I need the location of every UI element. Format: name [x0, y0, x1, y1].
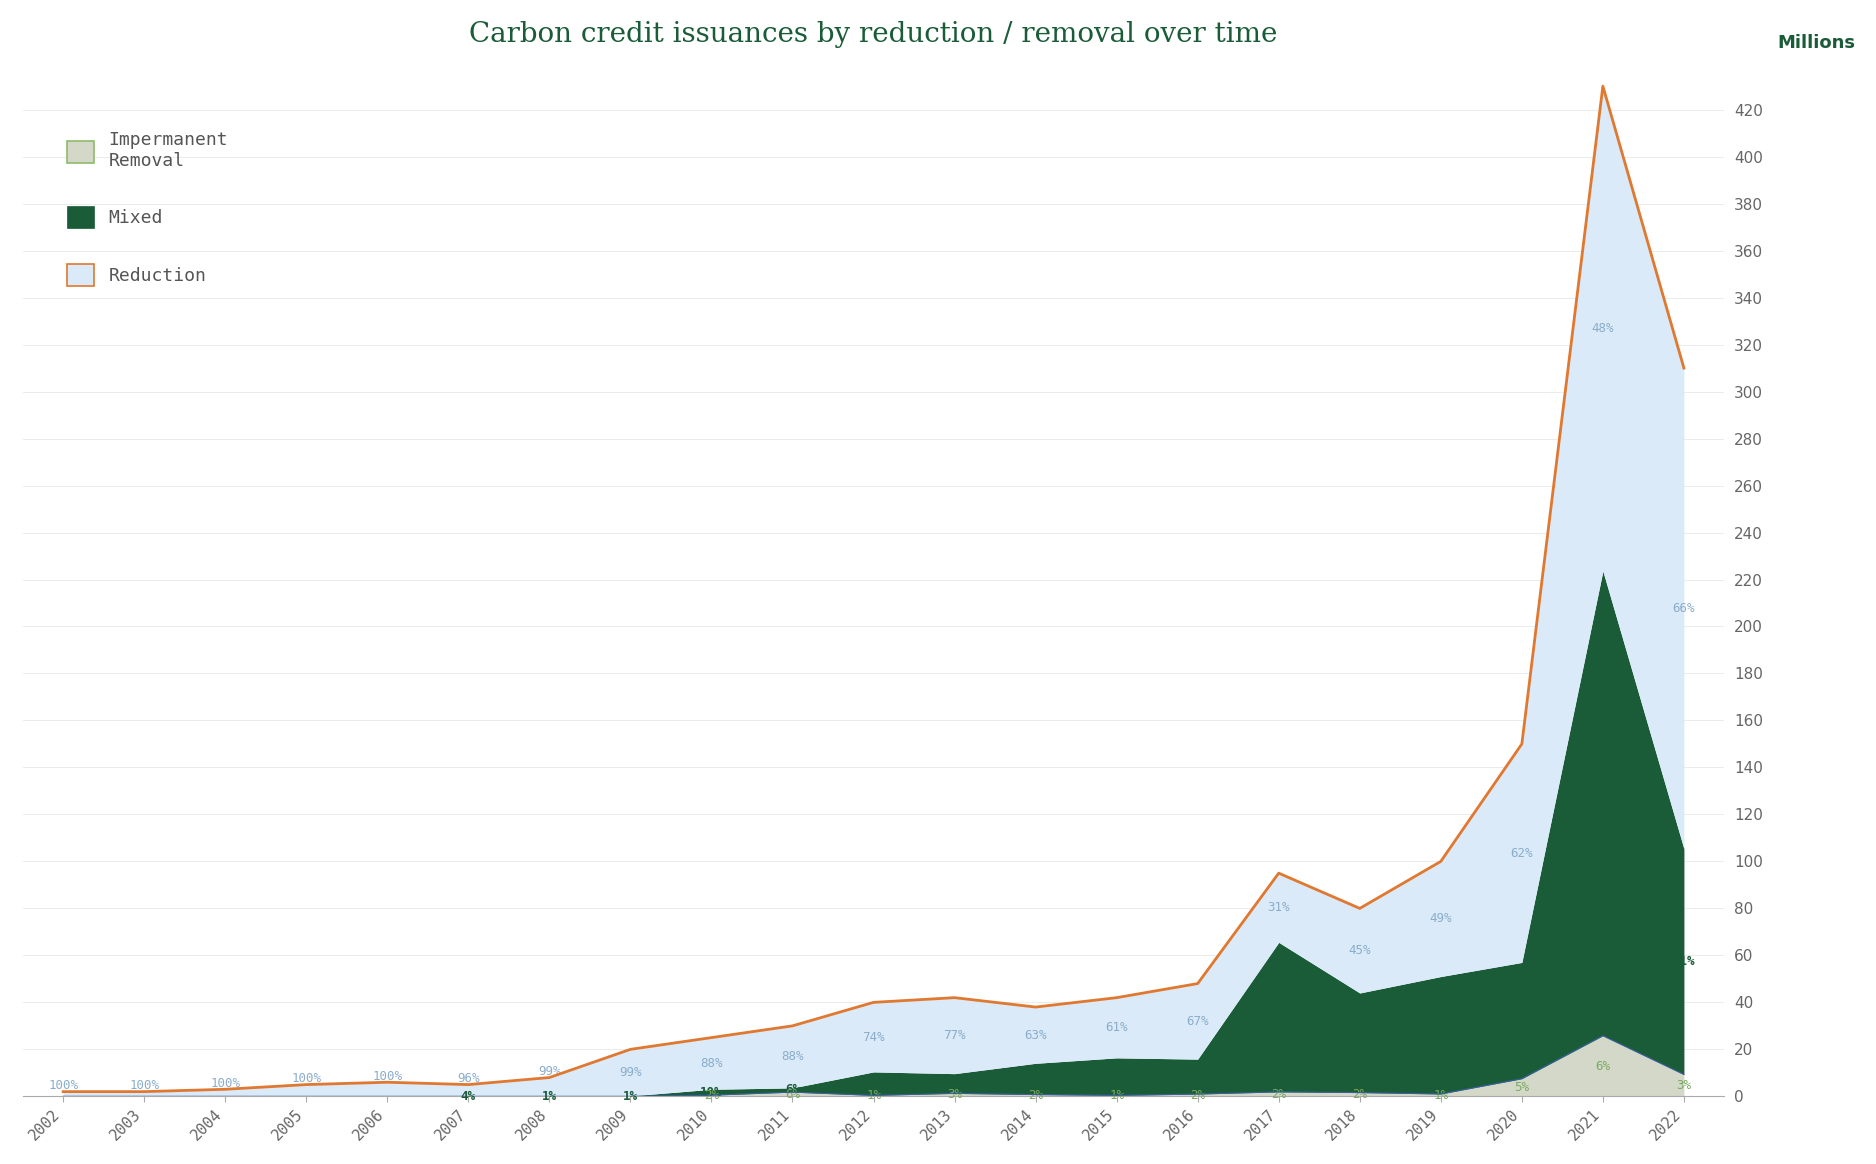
Text: 96%: 96% — [458, 1072, 480, 1085]
Legend: Impermanent
Removal, Mixed, Reduction: Impermanent Removal, Mixed, Reduction — [49, 113, 246, 304]
Y-axis label: Millions: Millions — [1777, 34, 1855, 52]
Text: 63%: 63% — [1024, 1029, 1047, 1042]
Text: 48%: 48% — [1591, 322, 1613, 335]
Text: 6%: 6% — [784, 1084, 799, 1096]
Text: 62%: 62% — [1510, 846, 1533, 860]
Text: 31%: 31% — [1673, 956, 1696, 968]
Title: Carbon credit issuances by reduction / removal over time: Carbon credit issuances by reduction / r… — [469, 21, 1278, 48]
Text: 6%: 6% — [1595, 1059, 1610, 1072]
Text: 3%: 3% — [947, 1088, 962, 1101]
Text: 1%: 1% — [1109, 1090, 1124, 1102]
Text: 49%: 49% — [1430, 913, 1452, 925]
Text: 74%: 74% — [863, 1030, 885, 1044]
Text: 38%: 38% — [1105, 1070, 1127, 1083]
Text: 67%: 67% — [1268, 1010, 1291, 1023]
Text: 61%: 61% — [1105, 1021, 1127, 1035]
Text: 35%: 35% — [1024, 1072, 1047, 1085]
Text: 100%: 100% — [210, 1077, 240, 1090]
Text: 50%: 50% — [1430, 1029, 1452, 1042]
Text: 5%: 5% — [1514, 1081, 1529, 1094]
Text: 33%: 33% — [1510, 1014, 1533, 1027]
Text: 1%: 1% — [1433, 1088, 1448, 1101]
Text: 66%: 66% — [1673, 602, 1696, 615]
Text: 1%: 1% — [623, 1090, 638, 1102]
Text: 31%: 31% — [1186, 1070, 1208, 1083]
Text: 4%: 4% — [461, 1090, 477, 1102]
Text: 67%: 67% — [1186, 1015, 1208, 1028]
Text: 53%: 53% — [1349, 1036, 1371, 1049]
Text: 1%: 1% — [542, 1090, 557, 1102]
Text: 100%: 100% — [371, 1070, 401, 1083]
Text: 100%: 100% — [291, 1072, 321, 1085]
Text: 88%: 88% — [780, 1050, 803, 1064]
Text: 77%: 77% — [944, 1029, 966, 1042]
Text: 20%: 20% — [944, 1077, 966, 1090]
Text: 3%: 3% — [1677, 1079, 1692, 1092]
Text: 100%: 100% — [49, 1079, 79, 1092]
Text: 10%: 10% — [700, 1086, 722, 1099]
Text: 25%: 25% — [863, 1077, 885, 1091]
Text: 2%: 2% — [1028, 1090, 1043, 1102]
Text: 6%: 6% — [784, 1087, 799, 1101]
Text: 2%: 2% — [1189, 1088, 1204, 1101]
Text: 2%: 2% — [704, 1090, 719, 1102]
Text: 99%: 99% — [538, 1065, 561, 1078]
Text: 46%: 46% — [1591, 797, 1613, 810]
Text: 1%: 1% — [867, 1090, 882, 1102]
Text: 99%: 99% — [619, 1066, 642, 1079]
Text: 88%: 88% — [700, 1057, 722, 1070]
Text: 31%: 31% — [1268, 901, 1291, 914]
Text: 2%: 2% — [1272, 1087, 1287, 1101]
Text: 2%: 2% — [1353, 1088, 1368, 1101]
Text: 45%: 45% — [1349, 944, 1371, 957]
Text: 100%: 100% — [129, 1079, 159, 1092]
